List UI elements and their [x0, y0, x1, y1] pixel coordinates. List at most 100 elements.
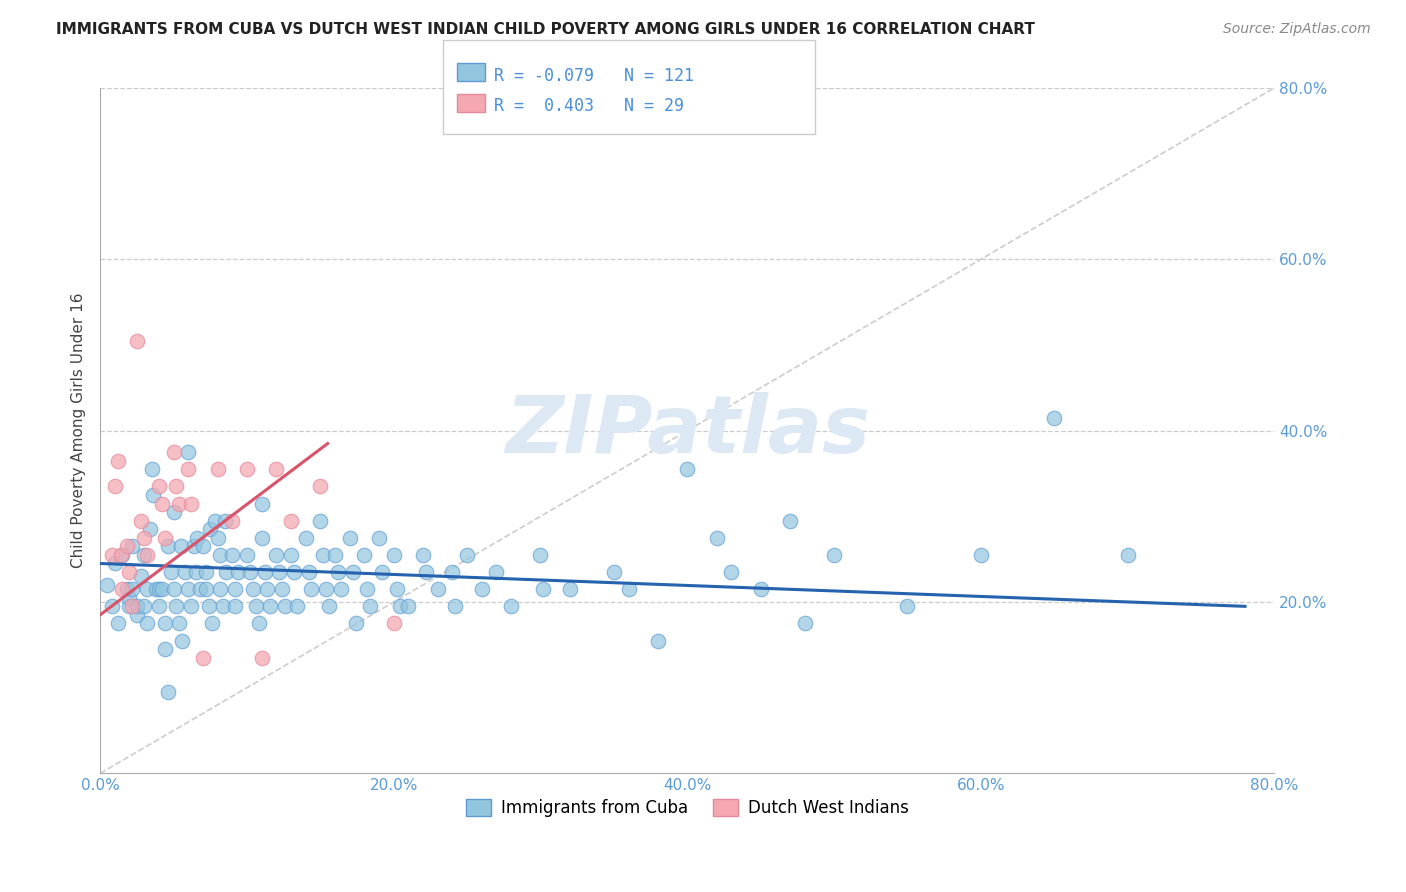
Text: Source: ZipAtlas.com: Source: ZipAtlas.com	[1223, 22, 1371, 37]
Point	[125, 607, 148, 622]
Point	[388, 599, 411, 614]
Point	[96, 578, 118, 592]
Point	[156, 685, 179, 699]
Point	[309, 479, 332, 493]
Point	[264, 462, 287, 476]
Legend: Immigrants from Cuba, Dutch West Indians: Immigrants from Cuba, Dutch West Indians	[460, 792, 915, 823]
Point	[136, 548, 159, 562]
Point	[720, 565, 742, 579]
Point	[162, 445, 184, 459]
Point	[647, 633, 669, 648]
Point	[531, 582, 554, 597]
Point	[188, 582, 211, 597]
Point	[441, 565, 464, 579]
Point	[236, 462, 259, 476]
Point	[159, 565, 181, 579]
Point	[104, 557, 127, 571]
Point	[150, 582, 173, 597]
Point	[115, 582, 138, 597]
Point	[485, 565, 508, 579]
Point	[382, 616, 405, 631]
Point	[150, 496, 173, 510]
Point	[215, 565, 238, 579]
Point	[129, 569, 152, 583]
Point	[749, 582, 772, 597]
Point	[101, 599, 124, 614]
Point	[444, 599, 467, 614]
Point	[326, 565, 349, 579]
Point	[793, 616, 815, 631]
Point	[191, 650, 214, 665]
Point	[207, 462, 229, 476]
Point	[186, 531, 208, 545]
Point	[118, 591, 141, 605]
Text: R =  0.403   N = 29: R = 0.403 N = 29	[494, 97, 683, 115]
Point	[110, 548, 132, 562]
Text: R = -0.079   N = 121: R = -0.079 N = 121	[494, 67, 693, 85]
Point	[200, 522, 222, 536]
Point	[1116, 548, 1139, 562]
Point	[329, 582, 352, 597]
Point	[153, 531, 176, 545]
Point	[456, 548, 478, 562]
Point	[118, 565, 141, 579]
Point	[121, 582, 143, 597]
Point	[125, 599, 148, 614]
Point	[779, 514, 801, 528]
Point	[207, 531, 229, 545]
Point	[271, 582, 294, 597]
Point	[134, 548, 156, 562]
Point	[318, 599, 340, 614]
Point	[177, 445, 200, 459]
Point	[197, 599, 219, 614]
Point	[121, 539, 143, 553]
Point	[356, 582, 378, 597]
Point	[269, 565, 291, 579]
Point	[558, 582, 581, 597]
Point	[156, 539, 179, 553]
Point	[201, 616, 224, 631]
Point	[415, 565, 437, 579]
Text: ZIPatlas: ZIPatlas	[505, 392, 870, 470]
Point	[396, 599, 419, 614]
Point	[250, 650, 273, 665]
Point	[339, 531, 361, 545]
Point	[617, 582, 640, 597]
Point	[166, 599, 188, 614]
Point	[174, 565, 197, 579]
Point	[162, 582, 184, 597]
Point	[184, 565, 207, 579]
Point	[183, 539, 205, 553]
Point	[177, 582, 200, 597]
Point	[204, 514, 226, 528]
Point	[371, 565, 394, 579]
Point	[250, 496, 273, 510]
Y-axis label: Child Poverty Among Girls Under 16: Child Poverty Among Girls Under 16	[72, 293, 86, 568]
Point	[170, 539, 193, 553]
Point	[1043, 410, 1066, 425]
Point	[239, 565, 262, 579]
Point	[236, 548, 259, 562]
Point	[141, 462, 163, 476]
Point	[136, 582, 159, 597]
Point	[212, 599, 235, 614]
Point	[111, 582, 134, 597]
Point	[111, 548, 134, 562]
Point	[101, 548, 124, 562]
Point	[104, 479, 127, 493]
Point	[280, 548, 302, 562]
Point	[471, 582, 494, 597]
Point	[224, 599, 246, 614]
Point	[264, 548, 287, 562]
Point	[274, 599, 297, 614]
Point	[145, 582, 167, 597]
Point	[107, 453, 129, 467]
Point	[301, 582, 323, 597]
Point	[180, 599, 202, 614]
Point	[191, 539, 214, 553]
Point	[153, 642, 176, 657]
Point	[426, 582, 449, 597]
Point	[259, 599, 281, 614]
Point	[169, 496, 191, 510]
Point	[166, 479, 188, 493]
